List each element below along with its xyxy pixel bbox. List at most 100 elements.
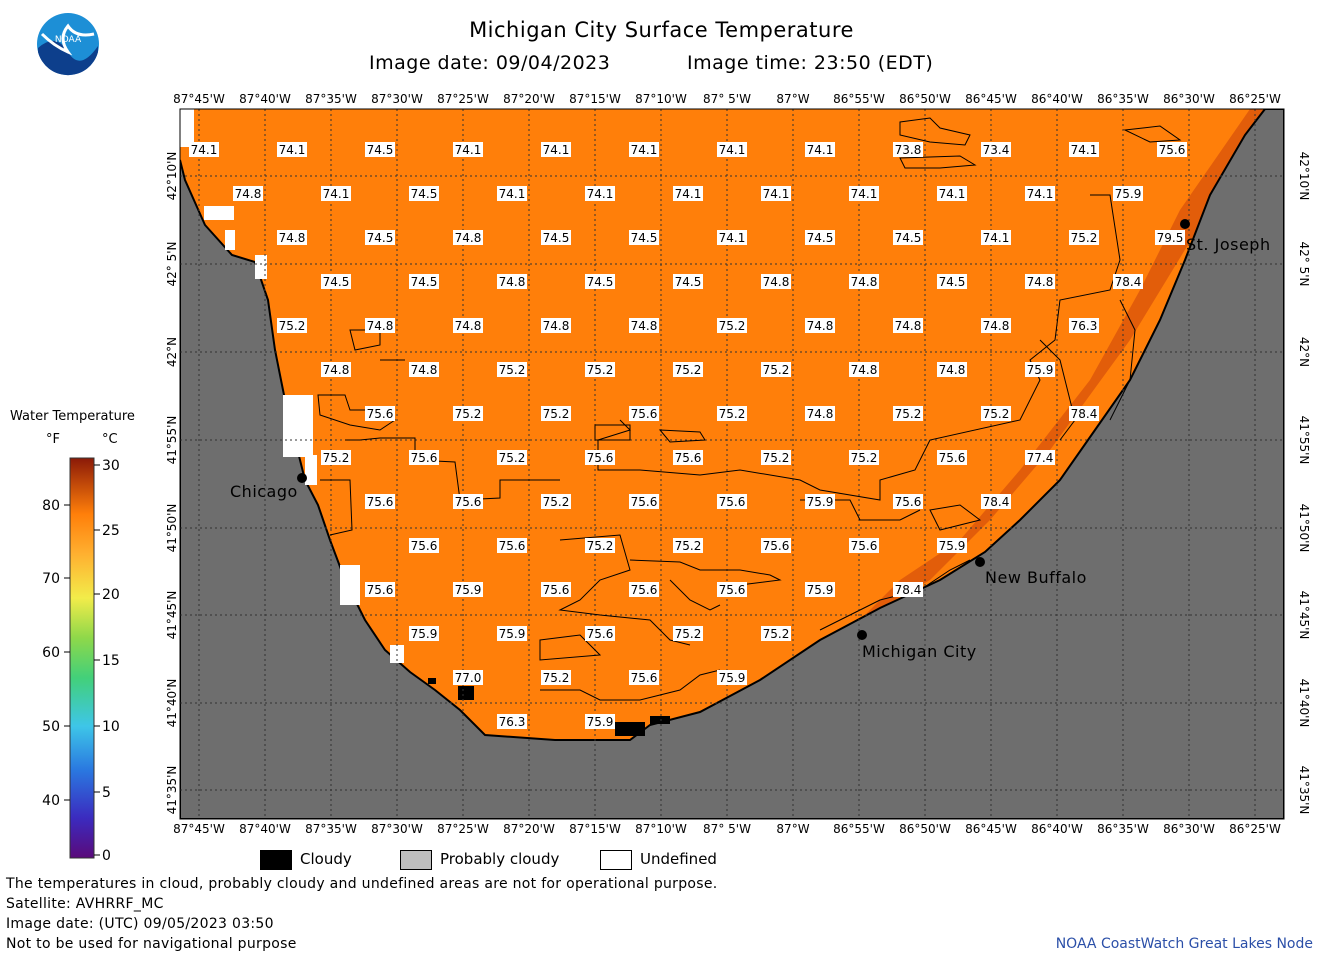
lat-label-left: 41°50'N xyxy=(165,504,179,553)
temperature-label: 74.1 xyxy=(629,142,659,157)
temperature-label: 75.2 xyxy=(541,494,571,509)
temperature-label: 75.2 xyxy=(541,406,571,421)
temperature-value: 75.6 xyxy=(719,495,746,509)
temperature-value: 75.2 xyxy=(455,407,482,421)
lon-label-top: 87° 5'W xyxy=(703,92,751,106)
temperature-value: 78.4 xyxy=(983,495,1010,509)
temperature-label: 74.1 xyxy=(717,230,747,245)
temperature-value: 74.1 xyxy=(1027,187,1054,201)
temperature-value: 75.9 xyxy=(499,627,526,641)
temperature-label: 74.1 xyxy=(453,142,483,157)
undefined-legend-label: Undefined xyxy=(640,850,717,868)
lon-label-bottom: 87°45'W xyxy=(173,822,225,836)
temperature-label: 78.4 xyxy=(1113,274,1143,289)
footer-credit: NOAA CoastWatch Great Lakes Node xyxy=(1055,936,1313,952)
temperature-label: 75.9 xyxy=(805,582,835,597)
temperature-value: 74.5 xyxy=(807,231,834,245)
lon-label-top: 87°10'W xyxy=(635,92,687,106)
temperature-value: 75.2 xyxy=(587,539,614,553)
temperature-label: 74.1 xyxy=(497,186,527,201)
temperature-value: 74.8 xyxy=(1027,275,1054,289)
lon-label-top: 86°25'W xyxy=(1229,92,1281,106)
lon-label-bottom: 87°30'W xyxy=(371,822,423,836)
temperature-label: 74.1 xyxy=(1025,186,1055,201)
temperature-label: 74.8 xyxy=(409,362,439,377)
chicago-label: Chicago xyxy=(230,482,298,501)
temperature-label: 74.5 xyxy=(321,274,351,289)
temperature-label: 75.6 xyxy=(629,494,659,509)
temperature-value: 74.5 xyxy=(411,187,438,201)
temperature-value: 74.8 xyxy=(851,363,878,377)
colorbar-f-tick: 40 xyxy=(42,793,60,809)
lon-label-bottom: 86°50'W xyxy=(899,822,951,836)
lon-label-bottom: 86°30'W xyxy=(1163,822,1215,836)
temperature-label: 75.2 xyxy=(717,406,747,421)
temperature-value: 74.1 xyxy=(719,231,746,245)
temperature-label: 75.9 xyxy=(585,714,615,729)
temperature-value: 75.6 xyxy=(543,583,570,597)
lat-label-left: 41°40'N xyxy=(165,679,179,728)
lat-label-left: 42°10'N xyxy=(165,152,179,201)
colorbar: Water Temperature °F °C 8070605040302520… xyxy=(10,409,135,864)
temperature-label: 74.8 xyxy=(849,362,879,377)
temperature-label: 75.9 xyxy=(453,582,483,597)
temperature-label: 75.6 xyxy=(409,450,439,465)
footer-disclaimer: The temperatures in cloud, probably clou… xyxy=(6,876,718,892)
temperature-value: 75.2 xyxy=(675,363,702,377)
temperature-label: 74.5 xyxy=(409,186,439,201)
image-time: Image time: 23:50 (EDT) xyxy=(687,52,934,74)
temperature-value: 74.8 xyxy=(895,319,922,333)
temperature-value: 75.2 xyxy=(763,363,790,377)
temperature-value: 75.9 xyxy=(939,539,966,553)
temperature-label: 75.9 xyxy=(497,626,527,641)
lat-label-right: 41°45'N xyxy=(1297,591,1311,640)
colorbar-scale xyxy=(69,457,95,859)
temperature-label: 75.6 xyxy=(409,538,439,553)
temperature-label: 74.8 xyxy=(233,186,263,201)
map-frame xyxy=(179,108,1285,820)
temperature-value: 75.2 xyxy=(675,627,702,641)
temperature-value: 75.6 xyxy=(631,495,658,509)
temperature-label: 75.6 xyxy=(849,538,879,553)
lon-label-top: 87°15'W xyxy=(569,92,621,106)
temperature-label: 75.6 xyxy=(761,538,791,553)
temperature-label: 74.1 xyxy=(805,142,835,157)
lat-label-left: 41°45'N xyxy=(165,591,179,640)
temperature-label: 75.9 xyxy=(805,494,835,509)
temperature-value: 75.2 xyxy=(763,451,790,465)
temperature-value: 75.6 xyxy=(411,451,438,465)
temperature-label: 75.6 xyxy=(497,538,527,553)
temperature-label: 78.4 xyxy=(893,582,923,597)
temperature-label: 74.1 xyxy=(981,230,1011,245)
temperature-label: 74.5 xyxy=(937,274,967,289)
temperature-value: 75.6 xyxy=(367,583,394,597)
lon-label-bottom: 87°20'W xyxy=(503,822,555,836)
temperature-value: 74.8 xyxy=(411,363,438,377)
axis-labels: 87°45'W 87°45'W 87°40'W 87°40'W 87°35'W 87°35… xyxy=(165,92,1311,836)
lon-label-bottom: 87°10'W xyxy=(635,822,687,836)
temperature-value: 74.5 xyxy=(367,143,394,157)
michigan-city-dot xyxy=(857,630,867,640)
temperature-value: 74.1 xyxy=(279,143,306,157)
temperature-value: 74.5 xyxy=(367,231,394,245)
temperature-value: 75.6 xyxy=(587,451,614,465)
temperature-value: 75.9 xyxy=(1115,187,1142,201)
temperature-label: 75.2 xyxy=(761,362,791,377)
temperature-label: 75.2 xyxy=(673,626,703,641)
colorbar-c-tick: 10 xyxy=(102,719,120,735)
temperature-label: 75.9 xyxy=(937,538,967,553)
city-markers: St. Joseph Chicago New Buffalo Michigan … xyxy=(230,219,1270,661)
temperature-label: 75.2 xyxy=(849,450,879,465)
temperature-label: 75.9 xyxy=(1025,362,1055,377)
temperature-value: 75.2 xyxy=(543,671,570,685)
temperature-value: 75.6 xyxy=(675,451,702,465)
temperature-value: 75.2 xyxy=(499,363,526,377)
temperature-value: 74.8 xyxy=(499,275,526,289)
temperature-value: 75.2 xyxy=(719,407,746,421)
colorbar-c-tick: 0 xyxy=(102,848,111,864)
footer-navigation-warning: Not to be used for navigational purpose xyxy=(6,936,297,952)
temperature-value: 74.1 xyxy=(763,187,790,201)
colorbar-unit-f: °F xyxy=(46,432,60,447)
temperature-value: 74.8 xyxy=(455,319,482,333)
